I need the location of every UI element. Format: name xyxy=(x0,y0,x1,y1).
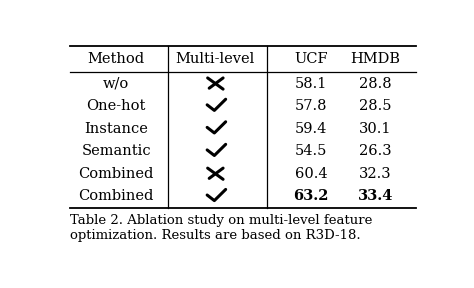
Text: 60.4: 60.4 xyxy=(294,167,327,181)
Text: 63.2: 63.2 xyxy=(293,189,328,203)
Text: UCF: UCF xyxy=(294,52,328,66)
Text: 58.1: 58.1 xyxy=(295,77,327,90)
Text: 33.4: 33.4 xyxy=(357,189,393,203)
Text: 26.3: 26.3 xyxy=(359,144,392,158)
Text: w/o: w/o xyxy=(103,77,129,90)
Text: 28.8: 28.8 xyxy=(359,77,392,90)
Text: 54.5: 54.5 xyxy=(295,144,327,158)
Text: Multi-level: Multi-level xyxy=(176,52,255,66)
Text: Combined: Combined xyxy=(79,167,154,181)
Text: One-hot: One-hot xyxy=(86,99,146,113)
Text: 30.1: 30.1 xyxy=(359,122,392,136)
Text: 28.5: 28.5 xyxy=(359,99,392,113)
Text: Table 2. Ablation study on multi-level feature
optimization. Results are based o: Table 2. Ablation study on multi-level f… xyxy=(70,214,373,242)
Text: Method: Method xyxy=(88,52,145,66)
Text: Combined: Combined xyxy=(79,189,154,203)
Text: Semantic: Semantic xyxy=(82,144,151,158)
Text: 59.4: 59.4 xyxy=(295,122,327,136)
Text: HMDB: HMDB xyxy=(350,52,400,66)
Text: 57.8: 57.8 xyxy=(295,99,327,113)
Text: Instance: Instance xyxy=(84,122,148,136)
Text: 32.3: 32.3 xyxy=(359,167,392,181)
